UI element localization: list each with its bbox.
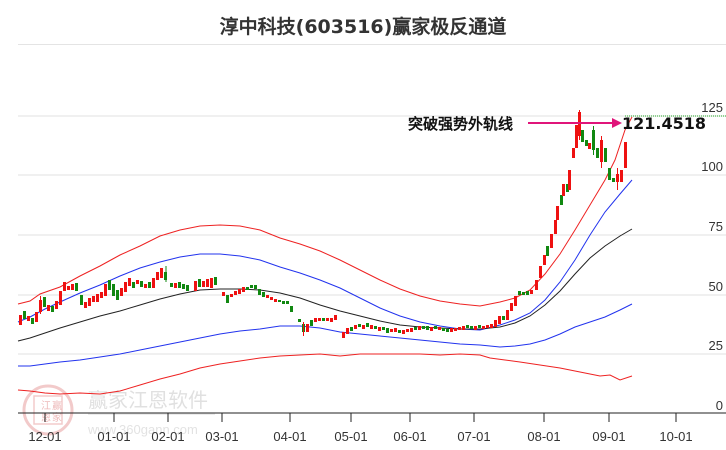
watermark-url: www.360gann.com (87, 422, 198, 437)
x-tick-label: 01-01 (97, 429, 130, 444)
watermark-logo-char: 赢 (52, 399, 62, 412)
x-tick-label: 04-01 (273, 429, 306, 444)
arrow-right-icon (612, 118, 622, 128)
x-tick-label: 07-01 (457, 429, 490, 444)
watermark-logo-char: 江 (41, 400, 51, 412)
outer-lower-band (17, 353, 633, 395)
y-tick-100: 100 (701, 159, 723, 174)
x-tick-label: 05-01 (334, 429, 367, 444)
annotation-value: 121.4518 (622, 114, 706, 133)
x-tick-label: 09-01 (592, 429, 625, 444)
grid (18, 115, 726, 355)
x-tick-label: 10-01 (659, 429, 692, 444)
y-axis: 125 100 75 50 25 0 (701, 100, 723, 413)
x-tick-label: 02-01 (151, 429, 184, 444)
outer-upper-band (17, 116, 633, 307)
title-divider (18, 44, 726, 45)
x-axis: 12-01 01-01 02-01 03-01 04-01 05-01 06-0… (18, 412, 726, 444)
breakout-annotation: 突破强势外轨线 121.4518 (408, 114, 706, 133)
watermark-logo-char: 家 (52, 411, 62, 424)
y-tick-75: 75 (709, 219, 723, 234)
x-tick-label: 06-01 (393, 429, 426, 444)
y-tick-25: 25 (709, 338, 723, 353)
y-tick-125: 125 (701, 100, 723, 115)
annotation-label: 突破强势外轨线 (408, 115, 513, 133)
watermark-logo-char: 恩 (41, 412, 51, 424)
inner-upper-band (17, 179, 633, 331)
x-tick-label: 03-01 (205, 429, 238, 444)
chart-title: 淳中科技(603516)赢家极反通道 (219, 16, 507, 38)
inner-lower-band (18, 303, 633, 367)
watermark: 江 赢 恩 家 赢家江恩软件 www.360gann.com (22, 384, 215, 437)
y-tick-0: 0 (716, 398, 723, 413)
channel-bands (17, 116, 633, 395)
candlesticks (19, 110, 627, 338)
x-tick-label: 12-01 (28, 429, 61, 444)
watermark-brand: 赢家江恩软件 (88, 388, 208, 412)
middle-line (17, 228, 633, 342)
y-tick-50: 50 (709, 279, 723, 294)
x-tick-label: 08-01 (527, 429, 560, 444)
